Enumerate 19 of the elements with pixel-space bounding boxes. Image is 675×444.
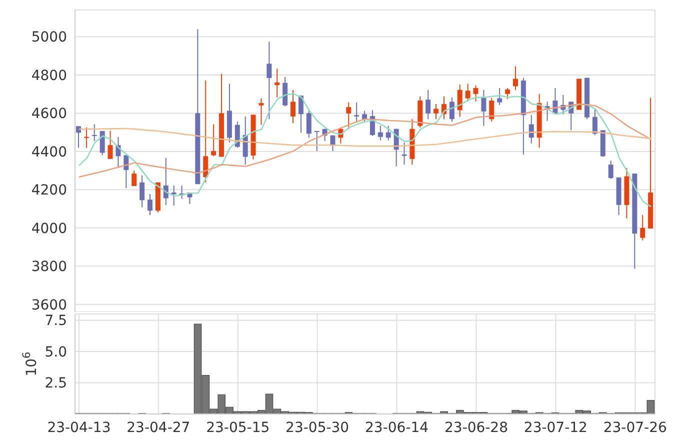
y-tick-label: 4000 (31, 220, 67, 237)
x-tick-label: 23-06-14 (365, 420, 429, 436)
y-tick-label: 5.0 (44, 344, 67, 360)
y-tick-label: 4200 (31, 182, 67, 199)
y-tick-label: 7.5 (44, 313, 67, 330)
x-tick-label: 23-06-28 (444, 420, 508, 436)
y-tick-label: 5000 (31, 30, 67, 46)
x-tick-label: 23-04-27 (126, 420, 190, 436)
x-tick-label: 23-07-12 (524, 420, 588, 436)
y-tick-label: 3800 (31, 259, 67, 276)
x-tick-label: 23-05-15 (206, 420, 270, 436)
x-tick-label: 23-05-30 (286, 420, 350, 436)
y-tick-label: 4400 (31, 144, 67, 160)
x-tick-label: 23-07-26 (603, 420, 668, 436)
y-tick-label: 4600 (31, 106, 67, 122)
x-tick-label: 23-04-13 (47, 420, 111, 436)
y-tick-label: 2.5 (44, 376, 67, 392)
y-tick-label: 3600 (31, 297, 67, 314)
y-tick-label: 4800 (31, 68, 67, 84)
